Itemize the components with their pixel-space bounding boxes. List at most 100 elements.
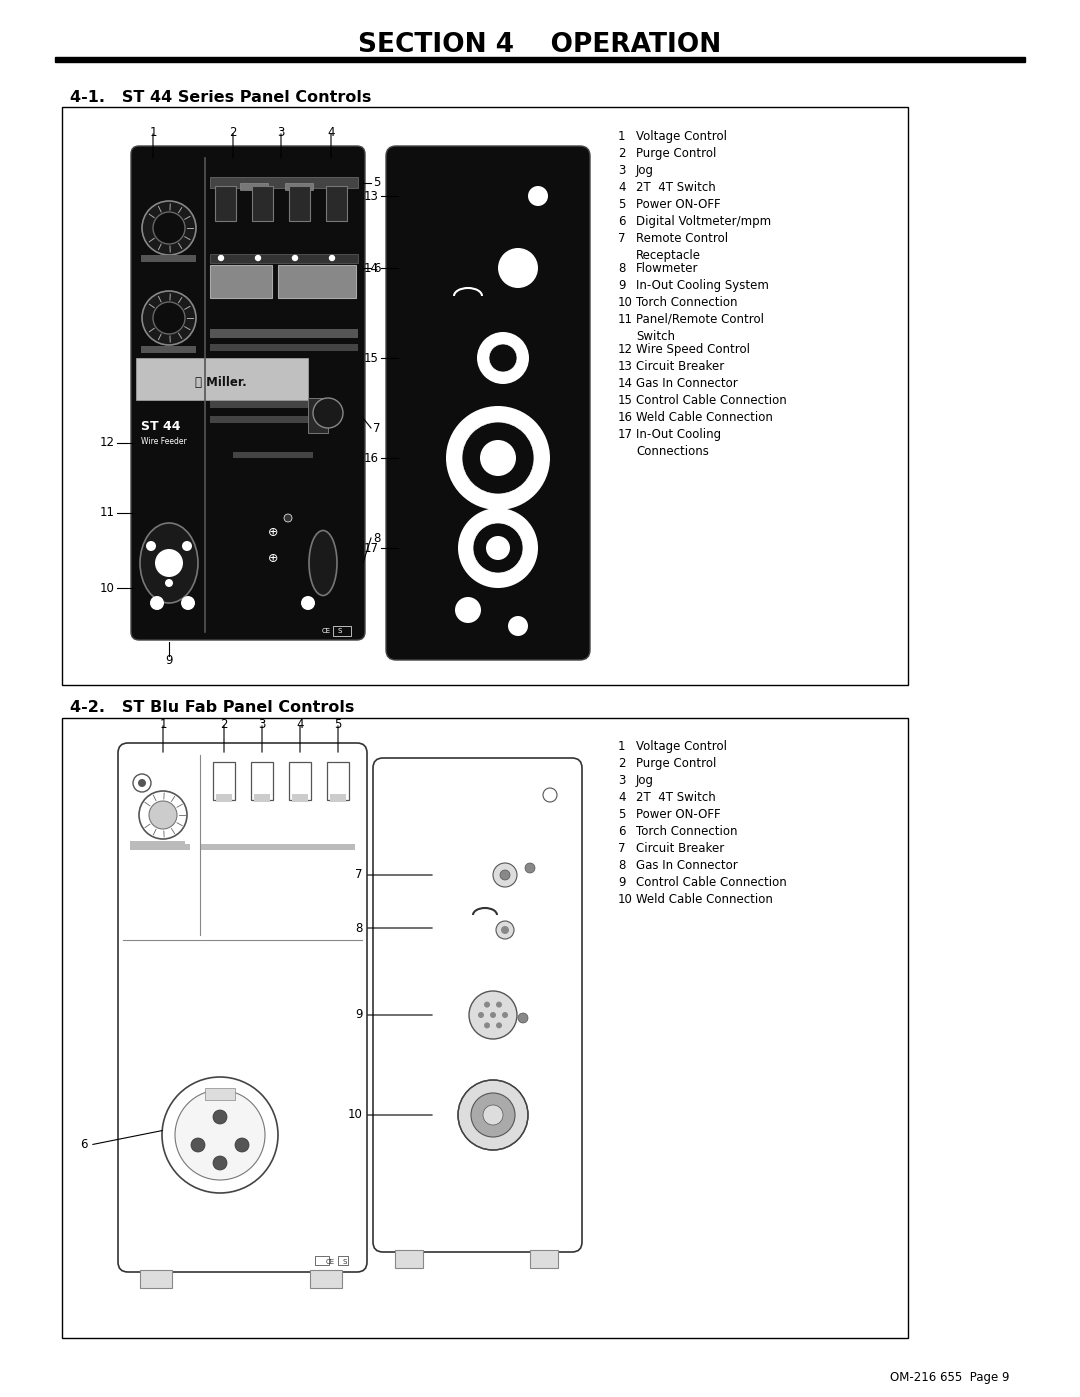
Text: 12: 12 bbox=[100, 436, 114, 450]
Text: 4: 4 bbox=[296, 718, 303, 732]
Circle shape bbox=[489, 344, 517, 372]
Circle shape bbox=[213, 1155, 227, 1171]
Text: 1: 1 bbox=[159, 718, 166, 732]
Text: 12: 12 bbox=[618, 344, 633, 356]
Text: Flowmeter: Flowmeter bbox=[636, 263, 699, 275]
Bar bbox=[338, 1256, 348, 1266]
Circle shape bbox=[256, 256, 260, 260]
Bar bbox=[200, 844, 355, 849]
Bar bbox=[210, 416, 310, 423]
Text: 9: 9 bbox=[618, 279, 625, 292]
Text: 2: 2 bbox=[229, 127, 237, 140]
Bar bbox=[310, 1270, 342, 1288]
Circle shape bbox=[141, 291, 195, 345]
Circle shape bbox=[508, 616, 528, 636]
Bar bbox=[130, 844, 190, 849]
Text: OM-216 655  Page 9: OM-216 655 Page 9 bbox=[891, 1372, 1010, 1384]
Text: 2T  4T Switch: 2T 4T Switch bbox=[636, 182, 716, 194]
Circle shape bbox=[218, 256, 224, 260]
Circle shape bbox=[293, 256, 297, 260]
Circle shape bbox=[502, 1011, 508, 1018]
Circle shape bbox=[501, 926, 509, 935]
Bar bbox=[326, 186, 347, 221]
Circle shape bbox=[455, 597, 481, 623]
Text: 13: 13 bbox=[618, 360, 633, 373]
Text: 4: 4 bbox=[618, 182, 625, 194]
Text: 7: 7 bbox=[618, 842, 625, 855]
Circle shape bbox=[484, 1002, 490, 1007]
Text: 10: 10 bbox=[348, 1108, 363, 1122]
Bar bbox=[233, 453, 313, 458]
Circle shape bbox=[235, 1139, 249, 1153]
Circle shape bbox=[498, 249, 538, 288]
Text: 4-1.   ST 44 Series Panel Controls: 4-1. ST 44 Series Panel Controls bbox=[70, 89, 372, 105]
Bar bbox=[210, 330, 357, 338]
Text: 5: 5 bbox=[618, 807, 625, 821]
Text: Wire Speed Control: Wire Speed Control bbox=[636, 344, 750, 356]
Circle shape bbox=[528, 186, 548, 205]
Circle shape bbox=[153, 302, 185, 334]
Text: Voltage Control: Voltage Control bbox=[636, 740, 727, 753]
Bar bbox=[216, 793, 232, 802]
Bar bbox=[210, 254, 357, 263]
Circle shape bbox=[477, 332, 529, 384]
Circle shape bbox=[156, 549, 183, 577]
Circle shape bbox=[518, 1013, 528, 1023]
Circle shape bbox=[150, 597, 164, 610]
Bar bbox=[292, 793, 308, 802]
Text: CE: CE bbox=[325, 1259, 335, 1266]
Circle shape bbox=[490, 1011, 496, 1018]
Bar bbox=[141, 346, 195, 353]
Bar bbox=[205, 1088, 235, 1099]
Bar bbox=[130, 841, 185, 847]
Bar bbox=[210, 344, 357, 351]
Text: 5: 5 bbox=[335, 718, 341, 732]
Text: ⊕: ⊕ bbox=[268, 527, 279, 539]
Circle shape bbox=[165, 578, 173, 587]
Text: Circuit Breaker: Circuit Breaker bbox=[636, 360, 725, 373]
Circle shape bbox=[496, 921, 514, 939]
Circle shape bbox=[458, 1080, 528, 1150]
Circle shape bbox=[146, 541, 156, 550]
Text: Voltage Control: Voltage Control bbox=[636, 130, 727, 142]
Text: 2: 2 bbox=[220, 718, 228, 732]
Text: 10: 10 bbox=[618, 296, 633, 309]
Text: Gas In Connector: Gas In Connector bbox=[636, 377, 738, 390]
Circle shape bbox=[478, 1011, 484, 1018]
Text: Torch Connection: Torch Connection bbox=[636, 826, 738, 838]
Text: Panel/Remote Control: Panel/Remote Control bbox=[636, 313, 764, 326]
Text: 3: 3 bbox=[258, 718, 266, 732]
Text: 9: 9 bbox=[618, 876, 625, 888]
Circle shape bbox=[486, 536, 510, 560]
Text: SECTION 4    OPERATION: SECTION 4 OPERATION bbox=[359, 32, 721, 59]
Circle shape bbox=[313, 398, 343, 427]
Text: 6: 6 bbox=[618, 215, 625, 228]
Text: 7: 7 bbox=[355, 869, 363, 882]
Text: ⊕: ⊕ bbox=[268, 552, 279, 564]
Bar bbox=[254, 793, 270, 802]
Bar bbox=[333, 626, 351, 636]
Text: 8: 8 bbox=[355, 922, 363, 935]
Text: Wire Feeder: Wire Feeder bbox=[141, 437, 187, 447]
Text: 4: 4 bbox=[618, 791, 625, 805]
Text: 16: 16 bbox=[364, 451, 379, 464]
Circle shape bbox=[458, 509, 538, 588]
Text: 8: 8 bbox=[618, 263, 625, 275]
Text: Jog: Jog bbox=[636, 163, 654, 177]
Text: Torch Connection: Torch Connection bbox=[636, 296, 738, 309]
Text: Purge Control: Purge Control bbox=[636, 147, 716, 161]
Text: 15: 15 bbox=[618, 394, 633, 407]
Text: Switch: Switch bbox=[636, 330, 675, 344]
FancyBboxPatch shape bbox=[386, 147, 590, 659]
Text: 8: 8 bbox=[373, 531, 380, 545]
FancyBboxPatch shape bbox=[118, 743, 367, 1273]
Text: Circuit Breaker: Circuit Breaker bbox=[636, 842, 725, 855]
Circle shape bbox=[496, 1002, 502, 1007]
FancyBboxPatch shape bbox=[131, 147, 365, 640]
Text: 11: 11 bbox=[618, 313, 633, 326]
Circle shape bbox=[484, 1023, 490, 1028]
Bar bbox=[141, 256, 195, 263]
Text: 2T  4T Switch: 2T 4T Switch bbox=[636, 791, 716, 805]
Text: Jog: Jog bbox=[636, 774, 654, 787]
Circle shape bbox=[483, 1105, 503, 1125]
